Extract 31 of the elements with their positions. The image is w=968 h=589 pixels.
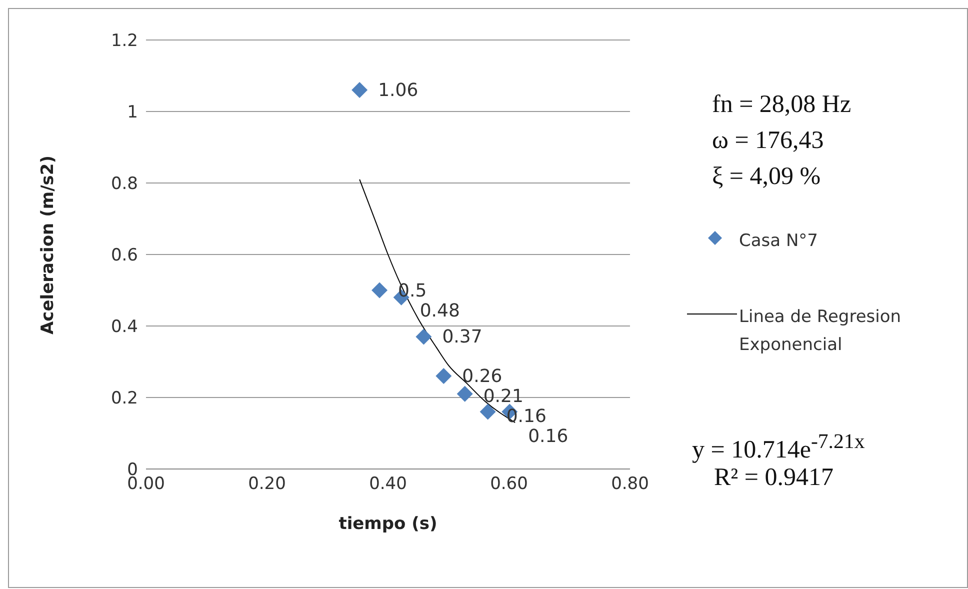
- x-tick-label: 0.80: [611, 474, 649, 494]
- y-tick-label: 0.4: [110, 317, 138, 338]
- legend-label: Linea de Regresion Exponencial: [739, 306, 902, 357]
- point: [436, 368, 452, 384]
- text: y = 10.714e$^{-7.21x}$: [692, 429, 865, 464]
- text: fn = 28,08 Hz: [712, 91, 852, 119]
- data-label: 0.37: [442, 326, 482, 348]
- data-label: 0.26: [462, 366, 502, 388]
- point: [480, 404, 496, 420]
- y-tick-label: 0.8: [110, 174, 138, 194]
- text: R² = 0.9417: [714, 464, 834, 492]
- y-tick-label: 1.2: [110, 31, 138, 52]
- data-label: 0.48: [420, 300, 460, 322]
- y-tick-label: 1: [127, 102, 138, 123]
- y-tick-label: 0.6: [110, 246, 138, 266]
- y-axis-title: Aceleracion (m/s2): [38, 156, 58, 334]
- data-label: 1.06: [378, 80, 418, 102]
- legend-label: Casa N°7: [739, 230, 818, 253]
- text: ω = 176,43: [712, 127, 824, 155]
- point: [416, 328, 432, 345]
- text: ξ = 4,09 %: [712, 163, 821, 191]
- x-tick-label: 0.60: [490, 474, 528, 494]
- point: [372, 282, 388, 298]
- point: [456, 386, 473, 402]
- y-tick-label: 0.2: [110, 388, 138, 409]
- point: [352, 82, 368, 98]
- data-label: 0.21: [483, 386, 524, 408]
- x-axis-title: tiempo (s): [338, 514, 438, 534]
- x-tick-label: 0.20: [248, 474, 286, 494]
- x-tick-label: 0.40: [369, 474, 407, 494]
- data-label: 0.16: [528, 426, 568, 448]
